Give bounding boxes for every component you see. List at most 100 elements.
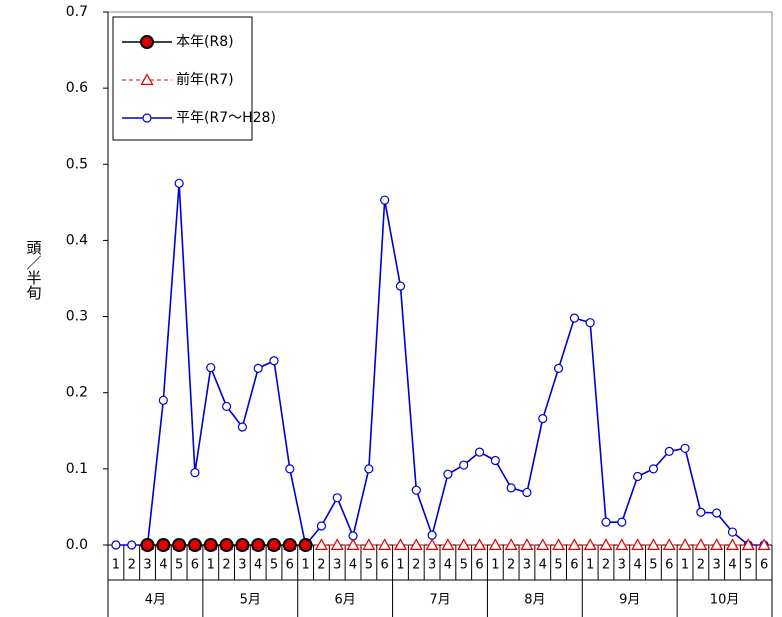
legend-label: 平年(R7～H28): [176, 110, 276, 126]
marker: [504, 538, 518, 551]
marker: [617, 517, 627, 527]
marker: [174, 178, 184, 188]
x-tick-label: 5: [649, 558, 657, 573]
marker: [662, 538, 676, 551]
marker: [552, 538, 566, 551]
marker: [694, 538, 708, 551]
y-tick-label: 0.5: [66, 156, 88, 172]
marker: [727, 527, 738, 537]
marker: [757, 538, 771, 551]
x-tick-label: 3: [428, 558, 436, 573]
x-tick-label: 2: [412, 558, 420, 573]
month-label: 8月: [524, 593, 545, 608]
marker: [631, 538, 645, 551]
marker: [601, 517, 611, 527]
legend-box: [112, 16, 253, 141]
y-axis-label: 頭／半旬: [25, 240, 43, 301]
marker: [633, 471, 643, 482]
x-tick-label: 3: [523, 558, 531, 573]
marker: [553, 363, 564, 373]
x-tick-label: 2: [507, 558, 515, 573]
y-tick-label: 0.0: [66, 537, 88, 553]
x-tick-label: 6: [760, 558, 768, 573]
marker: [585, 318, 595, 328]
marker: [427, 530, 437, 540]
x-tick-label: 3: [143, 558, 151, 573]
x-tick-label: 4: [444, 558, 452, 573]
marker: [615, 538, 629, 551]
x-tick-label: 3: [713, 558, 721, 573]
marker: [725, 538, 739, 551]
marker: [378, 538, 392, 551]
x-tick-label: 1: [681, 558, 689, 573]
x-tick-label: 2: [697, 558, 705, 573]
x-tick-label: 4: [159, 558, 167, 573]
x-tick-label: 4: [633, 558, 641, 573]
marker: [680, 443, 690, 453]
marker: [520, 538, 534, 551]
x-tick-label: 3: [618, 558, 626, 573]
x-tick-label: 4: [728, 558, 736, 573]
marker: [648, 464, 659, 474]
y-tick-label: 0.6: [66, 80, 88, 96]
marker: [364, 464, 374, 474]
marker: [459, 460, 469, 470]
marker: [712, 508, 722, 518]
month-label: 5月: [240, 593, 261, 608]
marker: [219, 538, 234, 552]
marker: [474, 447, 485, 457]
x-tick-label: 5: [744, 558, 752, 573]
x-tick-label: 2: [128, 558, 136, 573]
marker: [142, 113, 152, 123]
month-label: 4月: [145, 593, 166, 608]
month-label: 6月: [335, 593, 356, 608]
marker: [506, 483, 516, 493]
marker: [536, 538, 550, 551]
marker: [569, 313, 579, 323]
x-tick-label: 5: [175, 558, 183, 573]
marker: [140, 35, 154, 49]
x-tick-label: 2: [222, 558, 230, 573]
marker: [409, 538, 423, 551]
marker: [488, 538, 502, 551]
marker: [267, 538, 281, 552]
y-tick-label: 0.1: [66, 461, 88, 477]
marker: [599, 538, 613, 551]
x-tick-label: 3: [238, 558, 246, 573]
x-tick-label: 6: [665, 558, 673, 573]
x-tick-label: 1: [586, 558, 594, 573]
x-tick-label: 4: [254, 558, 262, 573]
x-tick-label: 1: [112, 558, 120, 573]
marker: [206, 362, 216, 373]
marker: [111, 540, 121, 550]
marker: [298, 538, 313, 552]
marker: [314, 538, 328, 551]
month-label: 7月: [429, 593, 450, 608]
marker: [457, 538, 471, 551]
marker: [393, 538, 407, 551]
marker: [441, 538, 455, 551]
month-label: 9月: [619, 593, 640, 608]
marker: [187, 538, 202, 552]
x-tick-label: 1: [301, 558, 309, 573]
marker: [741, 538, 755, 551]
marker: [127, 540, 137, 550]
legend-label: 本年(R8): [176, 34, 234, 50]
marker: [362, 538, 376, 551]
y-tick-label: 0.7: [66, 4, 88, 20]
marker: [253, 363, 263, 373]
marker: [473, 538, 487, 551]
marker: [646, 538, 660, 551]
x-tick-label: 4: [539, 558, 547, 573]
marker: [235, 538, 250, 552]
x-tick-label: 1: [396, 558, 404, 573]
marker: [203, 538, 218, 552]
x-tick-label: 6: [475, 558, 483, 573]
marker: [522, 487, 532, 498]
marker: [140, 73, 154, 86]
marker: [140, 538, 155, 552]
marker: [380, 195, 390, 205]
x-tick-label: 6: [286, 558, 294, 573]
marker: [156, 538, 171, 552]
marker: [282, 538, 297, 552]
